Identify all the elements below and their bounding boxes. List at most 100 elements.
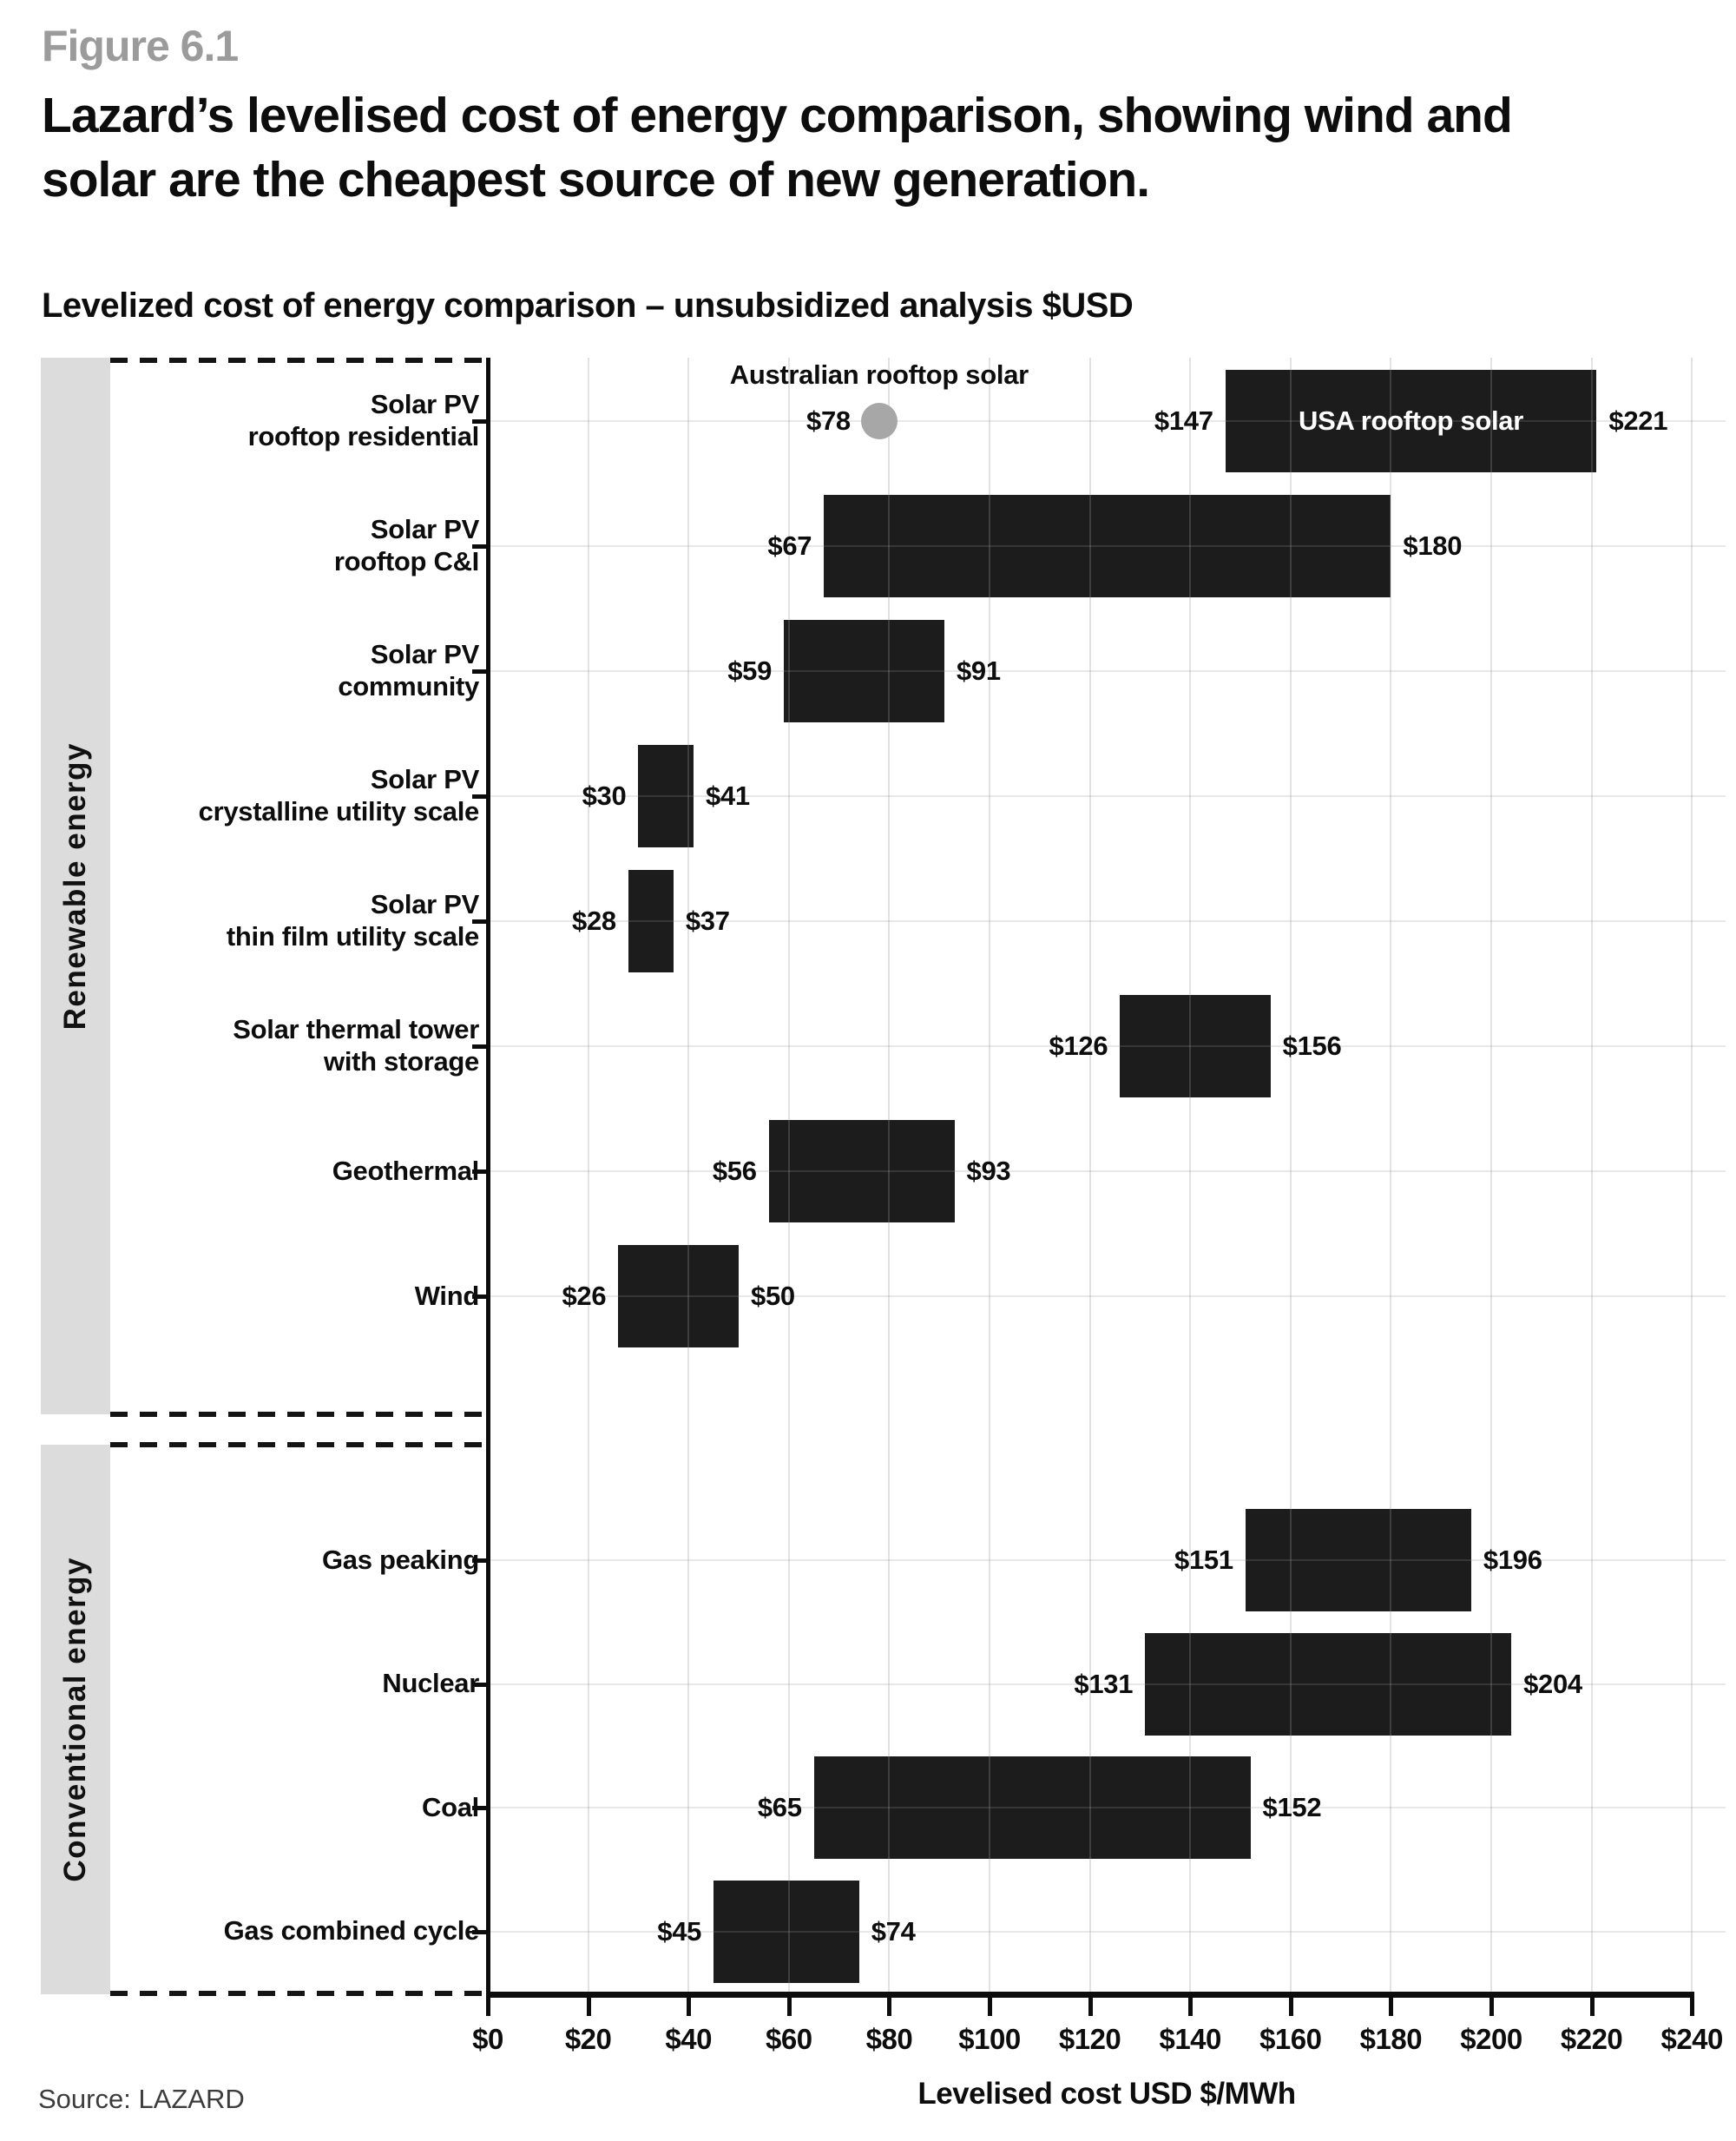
x-axis-tick [1489, 1998, 1494, 2016]
row-label: Nuclear [382, 1668, 479, 1698]
x-axis-tick-label: $80 [865, 2023, 913, 2055]
bar-max-label: $204 [1523, 1668, 1582, 1699]
grid-line-horizontal [488, 1807, 1726, 1808]
bar-max-label: $41 [705, 781, 750, 811]
row-tick [472, 1682, 488, 1687]
x-axis-tick [1088, 1998, 1093, 2016]
grid-line-horizontal [488, 1295, 1726, 1297]
row-label: Geothermal [332, 1155, 480, 1186]
grid-line-vertical [687, 358, 690, 1993]
grid-line-horizontal [488, 545, 1726, 547]
bar-min-label: $131 [1074, 1668, 1134, 1699]
grid-line-vertical [1490, 358, 1492, 1993]
row-tick [472, 1044, 488, 1049]
bar-max-label: $50 [751, 1281, 795, 1311]
row-tick [472, 544, 488, 549]
bar-min-label: $67 [767, 530, 812, 561]
source-credit: Source: LAZARD [38, 2084, 245, 2114]
row-label: Wind [414, 1280, 480, 1311]
x-axis-tick [1389, 1998, 1394, 2016]
grid-line-horizontal [488, 920, 1726, 922]
bar-min-label: $30 [582, 781, 627, 811]
bar-min-label: $65 [757, 1792, 802, 1822]
x-axis-tick [687, 1998, 692, 2016]
bar-max-label: $93 [966, 1156, 1011, 1186]
bar-max-label: $37 [685, 906, 730, 936]
x-axis-tick-label: $100 [958, 2023, 1021, 2055]
x-axis-tick-label: $240 [1660, 2023, 1723, 2055]
bar-min-label: $28 [572, 906, 616, 936]
x-axis-tick-label: $60 [766, 2023, 812, 2055]
range-bar [813, 1756, 1251, 1859]
renewable-box-top-dashed-line [110, 358, 490, 363]
x-axis-tick [1589, 1998, 1595, 2016]
row-tick [472, 669, 488, 674]
conventional-box-top-dashed-line [110, 1442, 490, 1447]
scatter-point [860, 403, 898, 439]
bar-min-label: $126 [1049, 1031, 1108, 1061]
grid-line-horizontal [488, 1045, 1726, 1047]
x-axis-tick-label: $160 [1259, 2023, 1322, 2055]
figure-title: Lazard’s levelised cost of energy compar… [42, 88, 1513, 208]
grid-line-vertical [1691, 358, 1693, 1993]
grid-line-horizontal [488, 1559, 1726, 1561]
range-bar [1225, 370, 1597, 472]
bar-max-label: $152 [1262, 1792, 1322, 1822]
x-axis-line [486, 1992, 1694, 1998]
range-bar [618, 1245, 739, 1347]
renewable-group-label: Renewable energy [41, 358, 110, 1414]
grid-line-vertical [888, 358, 891, 1993]
renewable-group-band [41, 358, 110, 1414]
bar-min-label: $26 [562, 1281, 607, 1311]
range-bar [1145, 1632, 1512, 1736]
row-tick [472, 1558, 488, 1563]
conventional-group-band [41, 1445, 110, 1994]
row-tick [472, 794, 488, 799]
bar-max-label: $74 [871, 1915, 916, 1947]
grid-line-vertical [1289, 358, 1292, 1993]
range-bar [784, 620, 944, 722]
x-axis-tick [786, 1998, 792, 2016]
grid-line-vertical [787, 358, 790, 1993]
row-label: Solar PV thin film utility scale [226, 889, 479, 952]
bar-min-label: $59 [727, 655, 773, 686]
x-axis-tick-label: $220 [1560, 2023, 1623, 2055]
x-axis-tick [586, 1998, 591, 2016]
grid-line-horizontal [488, 1930, 1726, 1933]
renewable-box-bottom-dashed-line [110, 1412, 490, 1417]
range-bar [768, 1120, 955, 1222]
bar-max-label: $91 [956, 655, 1001, 686]
grid-line-vertical [1390, 358, 1392, 1993]
x-axis-tick [1288, 1998, 1293, 2016]
bar-max-label: $221 [1608, 405, 1668, 436]
row-tick [472, 1806, 488, 1810]
figure-number: Figure 6.1 [42, 22, 239, 70]
chart-subtitle: Levelized cost of energy comparison – un… [42, 287, 1134, 325]
x-axis-tick-label: $20 [564, 2023, 612, 2055]
grid-line-vertical [1189, 358, 1192, 1993]
bar-max-label: $180 [1403, 530, 1463, 561]
row-label: Gas combined cycle [223, 1915, 480, 1946]
row-tick [472, 919, 488, 924]
x-axis-tick [887, 1998, 892, 2016]
row-tick [472, 1929, 488, 1934]
bar-min-label: $56 [712, 1156, 757, 1186]
x-axis-tick-label: $0 [472, 2023, 503, 2055]
grid-line-horizontal [488, 420, 1726, 422]
point-annotation-label: Australian rooftop solar [729, 359, 1029, 390]
conventional-box-bottom-dashed-line [110, 1991, 490, 1996]
x-axis-tick-label: $140 [1159, 2023, 1221, 2055]
x-axis-tick [988, 1998, 992, 2016]
range-bar [1245, 1509, 1471, 1611]
grid-line-vertical [1590, 358, 1593, 1993]
renewable-group-label-text: Renewable energy [58, 741, 92, 1031]
conventional-group-label: Conventional energy [41, 1445, 110, 1994]
x-axis-tick-label: $120 [1058, 2023, 1121, 2055]
range-bar [1120, 995, 1271, 1097]
row-label: Solar PV community [338, 639, 479, 702]
y-axis-line [486, 358, 490, 1998]
bar-max-label: $156 [1282, 1031, 1342, 1061]
grid-line-horizontal [488, 1683, 1726, 1685]
point-value-label: $78 [806, 405, 851, 436]
